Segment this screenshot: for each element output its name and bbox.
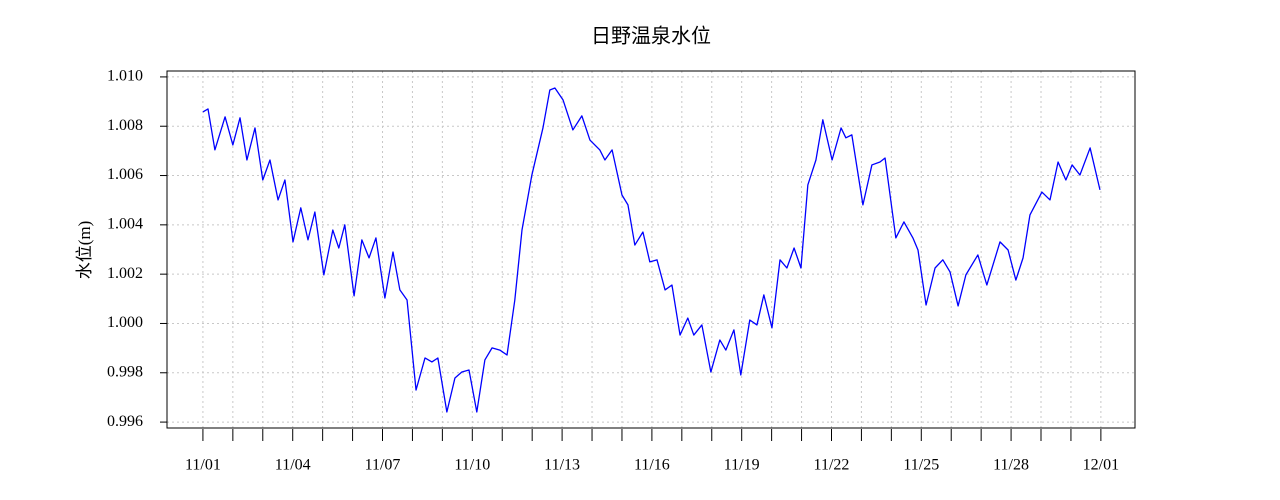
x-tick-label: 11/16 xyxy=(634,457,670,474)
y-axis-label: 水位(m) xyxy=(75,221,94,280)
y-tick-label: 1.010 xyxy=(107,68,143,85)
plot-frame xyxy=(166,70,1136,429)
y-tick-label: 0.998 xyxy=(107,363,143,380)
x-tick-label: 11/19 xyxy=(724,457,760,474)
x-tick-label: 12/01 xyxy=(1083,457,1119,474)
y-tick-label: 0.996 xyxy=(107,413,143,430)
x-tick-label: 11/04 xyxy=(275,457,311,474)
x-tick-label: 11/07 xyxy=(365,457,401,474)
x-tick-label: 11/13 xyxy=(544,457,580,474)
x-tick-label: 11/28 xyxy=(993,457,1029,474)
y-tick-label: 1.004 xyxy=(107,216,143,233)
y-tick-label: 1.002 xyxy=(107,265,143,282)
water-level-line xyxy=(202,87,1101,413)
y-tick-label: 1.006 xyxy=(107,166,143,183)
chart-title: 日野温泉水位 xyxy=(591,25,711,48)
x-tick-label: 11/25 xyxy=(903,457,939,474)
x-tick-label: 11/22 xyxy=(814,457,850,474)
x-tick-label: 11/10 xyxy=(454,457,490,474)
y-tick-label: 1.000 xyxy=(107,314,143,331)
y-tick-label: 1.008 xyxy=(107,117,143,134)
x-tick-label: 11/01 xyxy=(185,457,221,474)
